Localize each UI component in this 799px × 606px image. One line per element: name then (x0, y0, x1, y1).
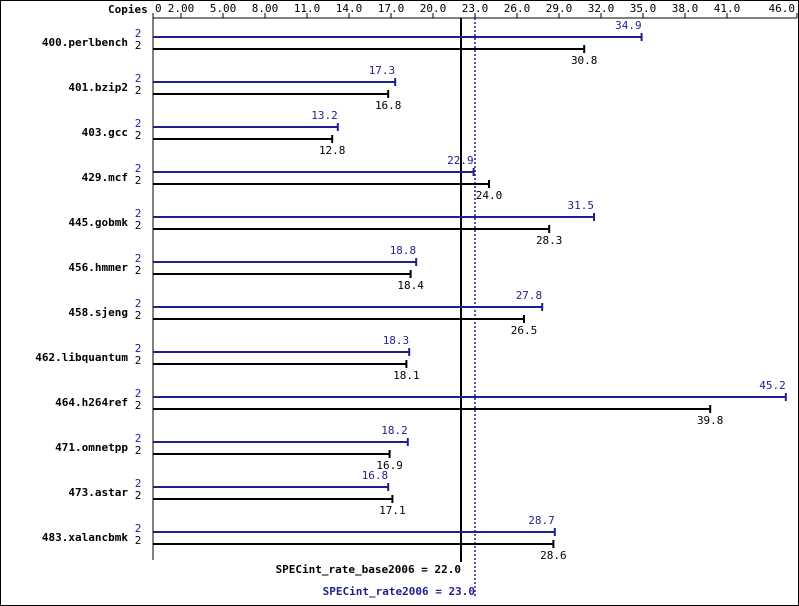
category-label: 456.hmmer (68, 261, 128, 274)
x-tick-label: 41.0 (714, 2, 741, 15)
value-label: 17.3 (369, 64, 396, 77)
value-label: 26.5 (511, 324, 538, 337)
copies-label: 2 (135, 354, 142, 367)
x-tick-label: 46.0 (769, 2, 796, 15)
copies-label: 2 (135, 477, 142, 490)
copies-header: Copies (108, 3, 148, 16)
value-label: 18.4 (397, 279, 424, 292)
category-label: 464.h264ref (55, 396, 128, 409)
copies-label: 2 (135, 27, 142, 40)
value-label: 34.9 (615, 19, 642, 32)
copies-label: 2 (135, 162, 142, 175)
value-label: 45.2 (759, 379, 786, 392)
value-label: 28.7 (528, 514, 555, 527)
value-label: 17.1 (379, 504, 406, 517)
reference-label: SPECint_rate_base2006 = 22.0 (276, 563, 461, 576)
copies-label: 2 (135, 264, 142, 277)
x-tick-label: 17.0 (378, 2, 405, 15)
value-label: 39.8 (697, 414, 724, 427)
x-tick-label: 11.0 (294, 2, 321, 15)
value-label: 16.8 (362, 469, 389, 482)
category-label: 458.sjeng (68, 306, 128, 319)
reference-label: SPECint_rate2006 = 23.0 (323, 585, 475, 598)
copies-label: 2 (135, 207, 142, 220)
value-label: 28.6 (540, 549, 567, 562)
x-tick-label: 26.0 (504, 2, 531, 15)
copies-label: 2 (135, 342, 142, 355)
copies-label: 2 (135, 309, 142, 322)
copies-label: 2 (135, 399, 142, 412)
copies-label: 2 (135, 72, 142, 85)
category-label: 401.bzip2 (68, 81, 128, 94)
category-label: 400.perlbench (42, 36, 128, 49)
copies-label: 2 (135, 522, 142, 535)
value-label: 18.8 (390, 244, 417, 257)
category-label: 462.libquantum (35, 351, 128, 364)
copies-label: 2 (135, 117, 142, 130)
x-tick-label: 5.00 (210, 2, 237, 15)
copies-label: 2 (135, 489, 142, 502)
copies-label: 2 (135, 219, 142, 232)
copies-label: 2 (135, 252, 142, 265)
x-tick-label: 0 (155, 2, 162, 15)
copies-label: 2 (135, 129, 142, 142)
value-label: 18.1 (393, 369, 420, 382)
value-label: 31.5 (568, 199, 595, 212)
copies-label: 2 (135, 174, 142, 187)
value-label: 12.8 (319, 144, 346, 157)
x-tick-label: 35.0 (630, 2, 657, 15)
value-label: 18.3 (383, 334, 410, 347)
x-tick-label: 8.00 (252, 2, 279, 15)
value-label: 16.9 (376, 459, 403, 472)
x-tick-label: 20.0 (420, 2, 447, 15)
value-label: 13.2 (311, 109, 338, 122)
category-label: 429.mcf (82, 171, 128, 184)
x-tick-label: 29.0 (546, 2, 573, 15)
copies-label: 2 (135, 444, 142, 457)
x-tick-label: 23.0 (462, 2, 489, 15)
category-label: 403.gcc (82, 126, 128, 139)
category-label: 471.omnetpp (55, 441, 128, 454)
copies-label: 2 (135, 387, 142, 400)
value-label: 18.2 (381, 424, 408, 437)
value-label: 28.3 (536, 234, 563, 247)
copies-label: 2 (135, 432, 142, 445)
category-label: 473.astar (68, 486, 128, 499)
value-label: 22.9 (447, 154, 474, 167)
x-tick-label: 2.00 (168, 2, 195, 15)
copies-label: 2 (135, 84, 142, 97)
copies-label: 2 (135, 534, 142, 547)
copies-label: 2 (135, 297, 142, 310)
value-label: 16.8 (375, 99, 402, 112)
copies-label: 2 (135, 39, 142, 52)
value-label: 30.8 (571, 54, 598, 67)
category-label: 483.xalancbmk (42, 531, 128, 544)
x-tick-label: 14.0 (336, 2, 363, 15)
category-label: 445.gobmk (68, 216, 128, 229)
value-label: 27.8 (516, 289, 543, 302)
x-tick-label: 38.0 (672, 2, 699, 15)
x-tick-label: 32.0 (588, 2, 615, 15)
value-label: 24.0 (476, 189, 503, 202)
